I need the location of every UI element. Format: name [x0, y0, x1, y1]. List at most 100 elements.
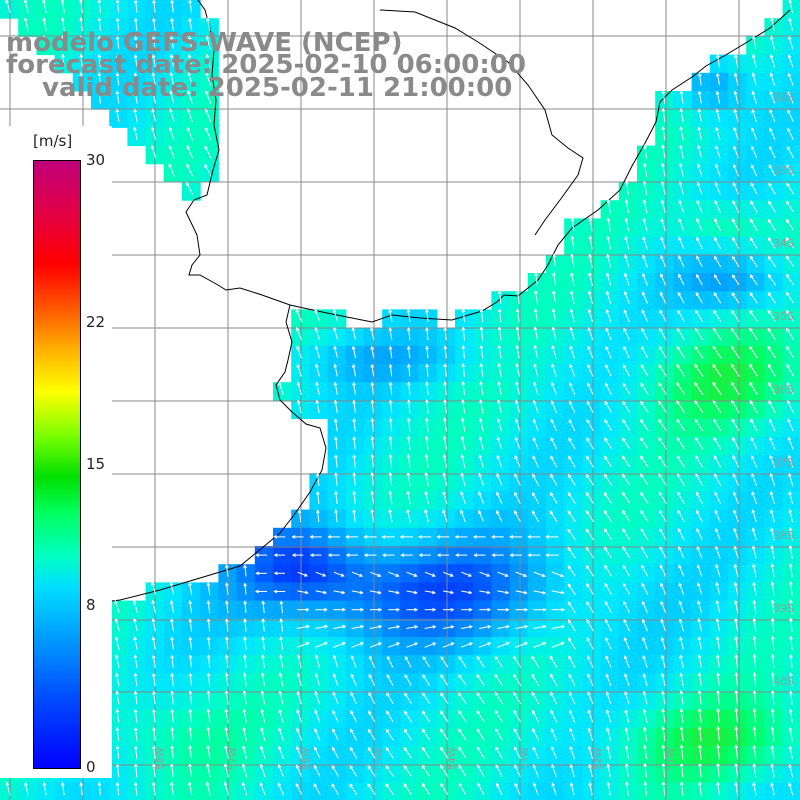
wind-arrow: [641, 564, 649, 577]
wind-arrow: [367, 783, 376, 795]
wind-arrow: [204, 163, 212, 177]
wind-arrow: [642, 690, 648, 705]
wind-arrow: [716, 689, 720, 705]
wind-arrow: [642, 217, 648, 232]
wind-arrow: [786, 200, 795, 213]
wind-arrow: [678, 618, 684, 632]
wind-arrow: [659, 327, 667, 341]
wind-arrow: [424, 590, 436, 595]
wind-arrow: [714, 274, 722, 286]
wind-arrow: [622, 437, 631, 450]
wind-arrow: [605, 673, 612, 686]
wind-arrow: [677, 527, 685, 541]
wind-arrow: [332, 691, 339, 705]
wind-vectors: [5, 0, 795, 796]
wind-arrow: [715, 563, 721, 577]
wind-arrow: [749, 274, 758, 286]
wind-arrow: [513, 728, 521, 741]
wind-arrow: [476, 673, 485, 686]
wind-arrow: [749, 255, 758, 268]
wind-arrow: [352, 381, 356, 395]
wind-arrow: [552, 289, 557, 305]
wind-arrow: [515, 607, 529, 612]
wind-arrow: [23, 0, 29, 13]
wind-arrow: [370, 453, 375, 468]
wind-arrow: [152, 0, 156, 13]
wind-arrow: [242, 690, 247, 705]
wind-arrow: [206, 708, 211, 723]
wind-arrow: [714, 236, 722, 250]
wind-arrow: [442, 453, 448, 468]
wind-arrow: [770, 17, 775, 32]
wind-arrow: [242, 744, 248, 760]
wind-arrow: [714, 199, 721, 213]
wind-arrow: [661, 708, 666, 723]
wind-arrow: [605, 709, 612, 723]
wind-arrow: [606, 745, 611, 760]
wind-arrow: [696, 509, 703, 523]
wind-arrow: [170, 35, 174, 50]
wind-arrow: [785, 255, 795, 268]
wind-arrow: [224, 600, 229, 614]
wind-arrow: [588, 781, 593, 796]
wind-arrow: [640, 509, 649, 523]
wind-arrow: [533, 381, 539, 395]
wind-arrow: [622, 473, 631, 486]
wind-arrow: [152, 726, 156, 741]
wind-arrow: [188, 708, 193, 723]
wind-arrow: [697, 90, 702, 104]
wind-arrow: [169, 90, 175, 104]
wind-arrow: [786, 363, 795, 377]
wind-arrow: [404, 692, 412, 704]
wind-arrow: [752, 581, 757, 596]
wind-arrow: [224, 636, 229, 650]
wind-arrow: [296, 690, 302, 705]
wind-arrow: [659, 309, 667, 322]
wind-arrow: [331, 783, 339, 795]
wind-arrow: [332, 308, 339, 323]
wind-arrow: [787, 54, 794, 68]
wind-arrow: [333, 607, 346, 612]
wind-arrow: [133, 108, 138, 122]
wind-arrow: [569, 326, 575, 341]
wind-arrow: [115, 672, 120, 687]
longitude-label: 57W: [228, 747, 239, 770]
wind-arrow: [712, 363, 722, 377]
wind-arrow: [224, 726, 229, 741]
wind-arrow: [768, 418, 776, 432]
wind-arrow: [206, 17, 211, 32]
wind-arrow: [369, 625, 383, 629]
wind-arrow: [458, 710, 467, 723]
wind-arrow: [151, 108, 157, 123]
wind-arrow: [749, 381, 758, 395]
wind-arrow: [381, 553, 395, 557]
wind-arrow: [334, 472, 338, 486]
wind-arrow: [406, 345, 411, 359]
wind-arrow: [749, 400, 758, 414]
wind-arrow: [767, 309, 777, 322]
wind-arrow: [152, 708, 156, 723]
wind-arrow: [61, 53, 65, 68]
wind-arrow: [732, 274, 740, 286]
wind-arrow: [133, 763, 138, 778]
wind-arrow: [350, 691, 357, 705]
wind-arrow: [79, 35, 84, 50]
wind-arrow: [385, 728, 394, 741]
wind-arrow: [241, 781, 248, 796]
wind-arrow: [370, 345, 375, 359]
wind-arrow: [418, 535, 432, 539]
wind-arrow: [425, 381, 429, 395]
wind-arrow: [769, 491, 775, 505]
wind-arrow: [660, 582, 667, 595]
wind-arrow: [168, 126, 175, 141]
wind-arrow: [442, 625, 455, 629]
wind-arrow: [495, 728, 503, 741]
wind-arrow: [97, 35, 102, 50]
wind-arrow: [133, 0, 138, 13]
wind-arrow: [714, 163, 721, 177]
wind-arrow: [436, 535, 450, 539]
wind-arrow: [786, 182, 795, 195]
wind-arrow: [677, 327, 685, 341]
wind-arrow: [715, 617, 721, 632]
wind-arrow: [679, 144, 684, 159]
